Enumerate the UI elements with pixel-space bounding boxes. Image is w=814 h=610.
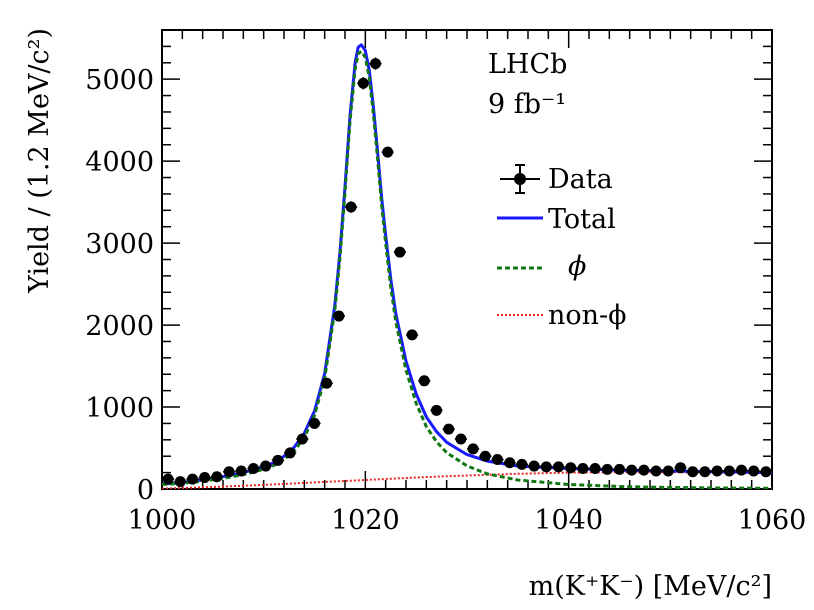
y-tick-label: 0	[137, 475, 154, 506]
data-point	[174, 476, 186, 488]
experiment-label: LHCb	[488, 49, 567, 80]
data-point	[723, 465, 735, 477]
y-axis-title: Yield / (1.2 MeV/c²)	[24, 28, 55, 294]
data-point	[187, 473, 198, 485]
data-point	[650, 465, 662, 477]
phi-curve	[162, 49, 772, 489]
data-point	[199, 472, 211, 484]
data-point	[736, 464, 747, 476]
legend-label-nonphi: non-ϕ	[548, 300, 627, 331]
data-point	[443, 423, 455, 435]
data-point	[284, 447, 296, 459]
data-point	[260, 460, 272, 472]
x-tick-label: 1000	[128, 505, 197, 536]
data-point	[333, 310, 345, 322]
luminosity-label: 9 fb⁻¹	[488, 89, 566, 120]
data-point	[467, 443, 479, 455]
y-tick-label: 5000	[85, 65, 154, 96]
data-point	[223, 466, 235, 478]
data-point	[370, 58, 381, 70]
data-point	[504, 457, 516, 469]
data-point	[626, 464, 638, 476]
y-tick-label: 1000	[85, 393, 154, 424]
data-point	[614, 463, 625, 475]
data-point	[748, 465, 760, 477]
y-tick-label: 3000	[85, 229, 154, 260]
legend-label-phi: ϕ	[568, 251, 586, 282]
data-point	[760, 466, 772, 478]
x-tick-label: 1060	[738, 505, 807, 536]
data-point	[211, 471, 223, 483]
data-point	[711, 465, 723, 477]
data-point	[296, 433, 308, 445]
data-point	[565, 462, 577, 474]
data-point	[553, 461, 564, 473]
data-point	[345, 201, 357, 213]
x-tick-label: 1040	[534, 505, 603, 536]
data-point	[479, 450, 491, 462]
data-point	[638, 464, 650, 476]
data-point	[309, 417, 320, 429]
data-point	[492, 453, 503, 465]
legend-label-total: Total	[548, 204, 616, 235]
data-point	[418, 375, 430, 387]
total-curve	[162, 43, 772, 486]
data-point	[162, 473, 174, 485]
data-point	[248, 463, 259, 475]
x-tick-label: 1020	[331, 505, 400, 536]
data-point	[394, 246, 406, 258]
data-point	[382, 146, 394, 158]
legend: Data Total ϕ non-ϕ	[497, 164, 627, 331]
data-point	[321, 377, 333, 389]
data-point	[516, 458, 528, 470]
data-point	[406, 329, 418, 341]
y-tick-label: 4000	[85, 147, 154, 178]
data-point	[577, 463, 589, 475]
data-point	[699, 466, 711, 478]
plot-frame	[161, 29, 773, 490]
legend-data-marker	[514, 173, 526, 185]
data-point	[431, 404, 442, 416]
data-point	[662, 465, 674, 477]
data-point	[687, 466, 699, 478]
data-point	[675, 462, 686, 474]
data-point	[455, 433, 467, 445]
data-point	[528, 460, 540, 472]
y-tick-label: 2000	[85, 311, 154, 342]
data-point	[357, 77, 369, 89]
data-point	[601, 463, 613, 475]
x-axis-title: m(K⁺K⁻) [MeV/c²]	[529, 571, 772, 602]
data-point	[589, 463, 601, 475]
legend-label-data: Data	[548, 164, 613, 195]
data-point	[272, 454, 284, 466]
data-point	[540, 461, 552, 473]
data-point	[235, 465, 247, 477]
